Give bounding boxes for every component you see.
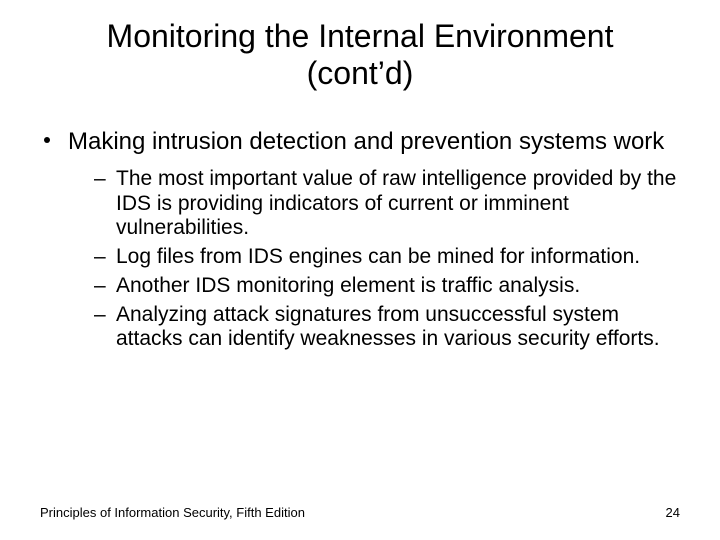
bullet-level-2: – Another IDS monitoring element is traf… <box>94 274 680 299</box>
bullet-level-2-text: Log files from IDS engines can be mined … <box>116 245 640 268</box>
slide: Monitoring the Internal Environment (con… <box>0 0 720 540</box>
slide-title: Monitoring the Internal Environment (con… <box>0 18 720 92</box>
sub-bullet-list: – The most important value of raw intell… <box>40 167 680 352</box>
bullet-level-2-text: Analyzing attack signatures from unsucce… <box>116 303 660 351</box>
bullet-level-2-text: Another IDS monitoring element is traffi… <box>116 274 580 297</box>
bullet-level-2: – Analyzing attack signatures from unsuc… <box>94 303 680 353</box>
bullet-dot-icon <box>44 137 50 143</box>
bullet-level-2-text: The most important value of raw intellig… <box>116 167 676 240</box>
footer-source: Principles of Information Security, Fift… <box>40 505 305 520</box>
title-line-2: (cont’d) <box>307 55 414 91</box>
bullet-level-1: Making intrusion detection and preventio… <box>40 128 680 157</box>
footer-page-number: 24 <box>666 505 680 520</box>
dash-icon: – <box>94 303 106 328</box>
dash-icon: – <box>94 245 106 270</box>
dash-icon: – <box>94 167 106 192</box>
bullet-level-1-text: Making intrusion detection and preventio… <box>68 128 664 155</box>
dash-icon: – <box>94 274 106 299</box>
bullet-level-2: – Log files from IDS engines can be mine… <box>94 245 680 270</box>
title-line-1: Monitoring the Internal Environment <box>107 18 614 54</box>
slide-body: Making intrusion detection and preventio… <box>40 128 680 356</box>
bullet-level-2: – The most important value of raw intell… <box>94 167 680 241</box>
